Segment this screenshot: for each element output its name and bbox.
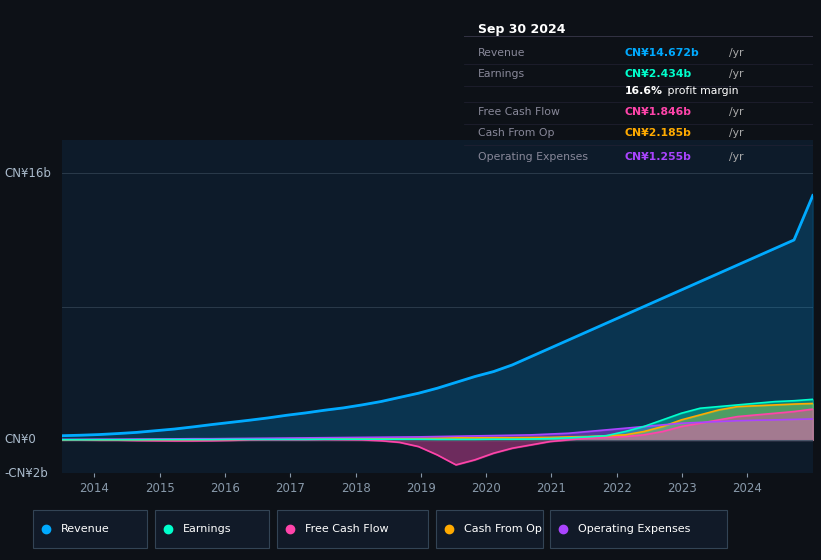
Text: CN¥0: CN¥0 (4, 433, 36, 446)
Text: Operating Expenses: Operating Expenses (578, 524, 690, 534)
Text: Sep 30 2024: Sep 30 2024 (478, 23, 566, 36)
Text: /yr: /yr (729, 152, 744, 162)
Text: /yr: /yr (729, 69, 744, 79)
Text: CN¥1.255b: CN¥1.255b (624, 152, 691, 162)
Text: Earnings: Earnings (183, 524, 232, 534)
FancyBboxPatch shape (277, 510, 429, 548)
FancyBboxPatch shape (33, 510, 148, 548)
Text: 16.6%: 16.6% (624, 86, 663, 96)
FancyBboxPatch shape (550, 510, 727, 548)
Text: Cash From Op: Cash From Op (464, 524, 542, 534)
Text: /yr: /yr (729, 107, 744, 117)
Text: Free Cash Flow: Free Cash Flow (478, 107, 560, 117)
Text: -CN¥2b: -CN¥2b (4, 466, 48, 480)
FancyBboxPatch shape (155, 510, 269, 548)
Text: Revenue: Revenue (61, 524, 110, 534)
Text: Operating Expenses: Operating Expenses (478, 152, 588, 162)
Text: CN¥1.846b: CN¥1.846b (624, 107, 691, 117)
Text: Cash From Op: Cash From Op (478, 128, 554, 138)
Text: /yr: /yr (729, 48, 744, 58)
Text: profit margin: profit margin (664, 86, 739, 96)
Text: CN¥2.434b: CN¥2.434b (624, 69, 691, 79)
FancyBboxPatch shape (436, 510, 543, 548)
Text: CN¥14.672b: CN¥14.672b (624, 48, 699, 58)
Text: Revenue: Revenue (478, 48, 525, 58)
Text: CN¥2.185b: CN¥2.185b (624, 128, 691, 138)
Text: Free Cash Flow: Free Cash Flow (305, 524, 388, 534)
Text: Earnings: Earnings (478, 69, 525, 79)
Text: CN¥16b: CN¥16b (4, 167, 51, 180)
Text: /yr: /yr (729, 128, 744, 138)
